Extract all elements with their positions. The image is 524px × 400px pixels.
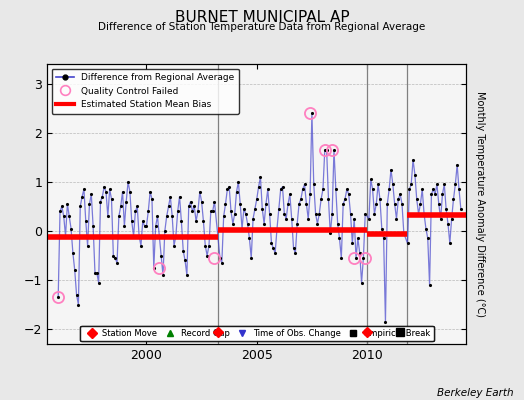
Legend: Station Move, Record Gap, Time of Obs. Change, Empirical Break: Station Move, Record Gap, Time of Obs. C… [80, 326, 434, 341]
Text: BURNET MUNICIPAL AP: BURNET MUNICIPAL AP [174, 10, 350, 25]
Text: Difference of Station Temperature Data from Regional Average: Difference of Station Temperature Data f… [99, 22, 425, 32]
Text: Berkeley Earth: Berkeley Earth [437, 388, 514, 398]
Y-axis label: Monthly Temperature Anomaly Difference (°C): Monthly Temperature Anomaly Difference (… [475, 91, 485, 317]
